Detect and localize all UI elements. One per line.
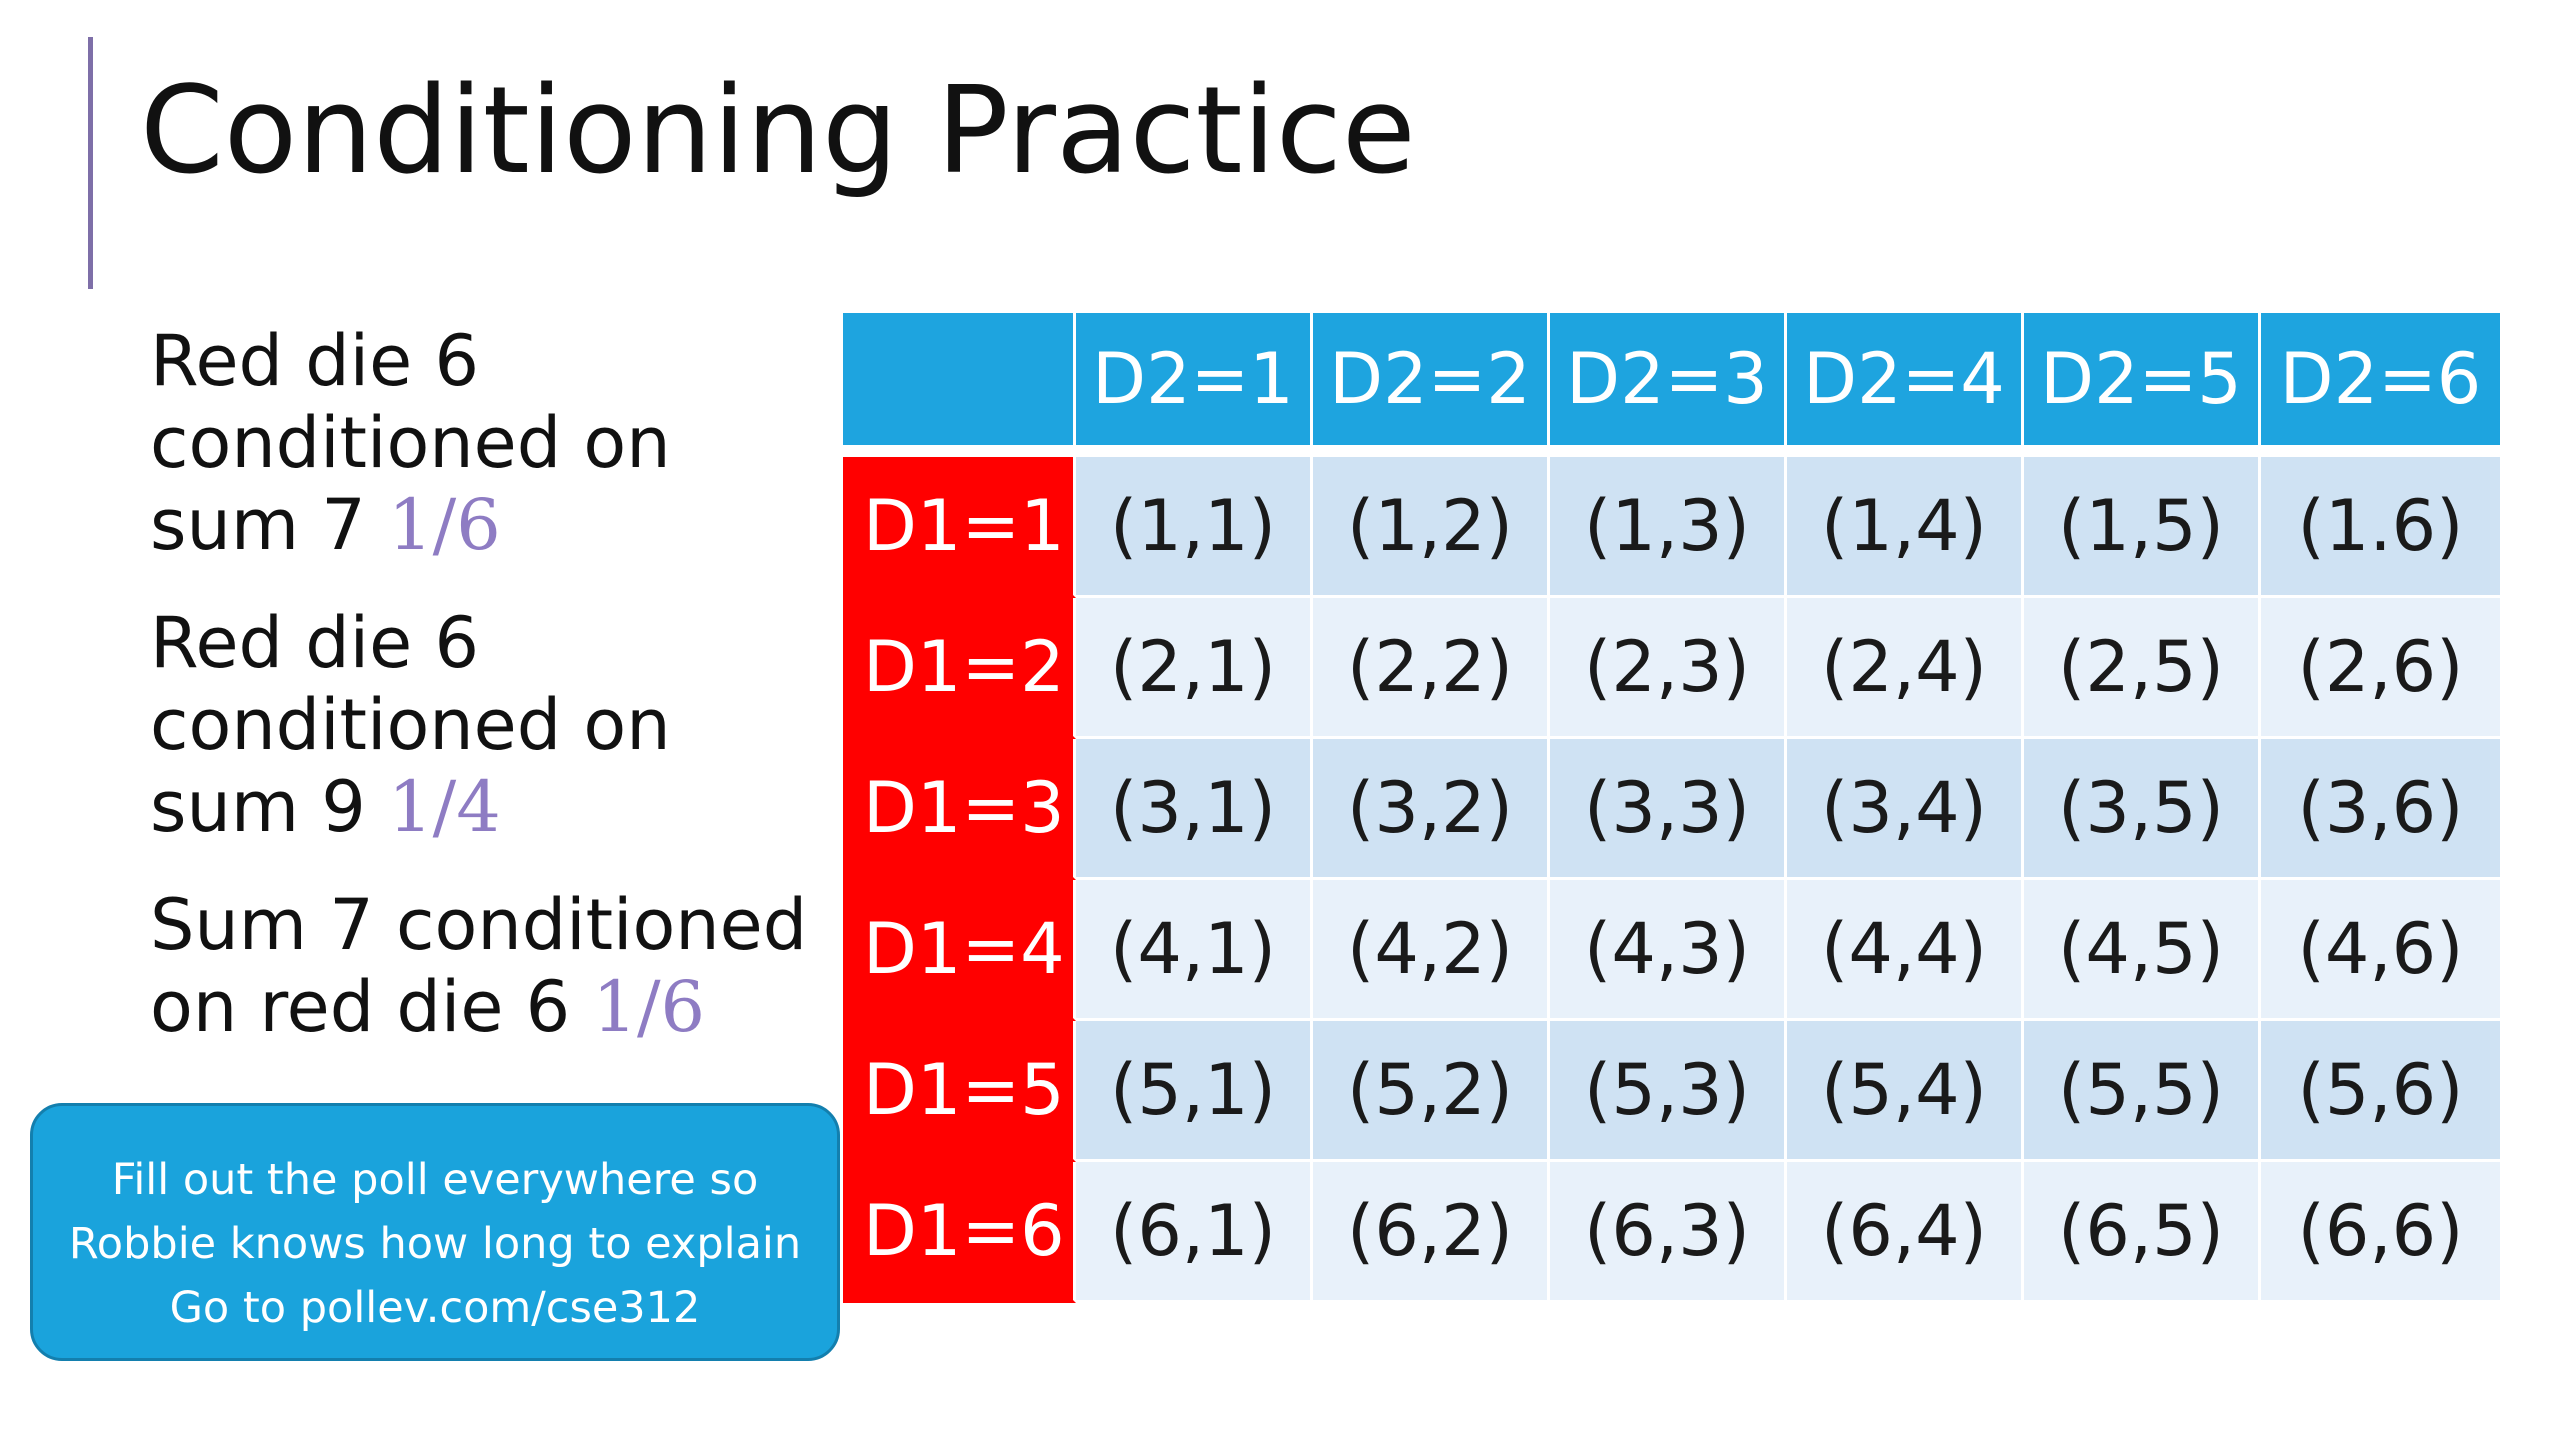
poll-callout: Fill out the poll everywhere so Robbie k… <box>30 1103 840 1361</box>
row-header: D1=4 <box>843 880 1076 1021</box>
column-header: D2=1 <box>1076 313 1313 457</box>
table-cell: (5,1) <box>1076 1021 1313 1162</box>
table-row: D1=5 (5,1) (5,2) (5,3) (5,4) (5,5) (5,6) <box>843 1021 2500 1162</box>
table-cell: (5,4) <box>1787 1021 2024 1162</box>
table-cell: (4,2) <box>1313 880 1550 1021</box>
note-text: Red die 6 conditioned on sum 9 <box>150 602 671 848</box>
practice-note: Sum 7 conditioned on red die 6 1/6 <box>150 884 810 1048</box>
dice-outcome-table: D2=1 D2=2 D2=3 D2=4 D2=5 D2=6 D1=1 (1,1)… <box>843 313 2500 1303</box>
practice-notes: Red die 6 conditioned on sum 7 1/6 Red d… <box>150 320 810 1084</box>
note-text: Red die 6 conditioned on sum 7 <box>150 320 671 566</box>
table-row: D1=1 (1,1) (1,2) (1,3) (1,4) (1,5) (1.6) <box>843 457 2500 598</box>
table-cell: (6,6) <box>2261 1162 2500 1303</box>
table-cell: (3,6) <box>2261 739 2500 880</box>
table-cell: (6,1) <box>1076 1162 1313 1303</box>
row-header: D1=1 <box>843 457 1076 598</box>
table-row: D1=3 (3,1) (3,2) (3,3) (3,4) (3,5) (3,6) <box>843 739 2500 880</box>
table-cell: (6,5) <box>2024 1162 2261 1303</box>
table-cell: (3,4) <box>1787 739 2024 880</box>
table-cell: (1.6) <box>2261 457 2500 598</box>
table-cell: (4,5) <box>2024 880 2261 1021</box>
table-cell: (5,3) <box>1550 1021 1787 1162</box>
table-cell: (3,1) <box>1076 739 1313 880</box>
title-accent-bar <box>88 37 93 289</box>
table-cell: (6,4) <box>1787 1162 2024 1303</box>
callout-line: Fill out the poll everywhere so <box>111 1155 759 1205</box>
table-cell: (2,3) <box>1550 598 1787 739</box>
table-cell: (1,3) <box>1550 457 1787 598</box>
row-header: D1=6 <box>843 1162 1076 1303</box>
table-cell: (1,1) <box>1076 457 1313 598</box>
table-cell: (2,6) <box>2261 598 2500 739</box>
callout-line: Go to pollev.com/cse312 <box>169 1283 701 1333</box>
table-cell: (1,4) <box>1787 457 2024 598</box>
row-header: D1=5 <box>843 1021 1076 1162</box>
practice-note: Red die 6 conditioned on sum 7 1/6 <box>150 320 810 566</box>
table-cell: (1,5) <box>2024 457 2261 598</box>
column-header: D2=3 <box>1550 313 1787 457</box>
table-row: D1=4 (4,1) (4,2) (4,3) (4,4) (4,5) (4,6) <box>843 880 2500 1021</box>
table-cell: (3,5) <box>2024 739 2261 880</box>
table-cell: (4,4) <box>1787 880 2024 1021</box>
practice-note: Red die 6 conditioned on sum 9 1/4 <box>150 602 810 848</box>
table-row: D1=6 (6,1) (6,2) (6,3) (6,4) (6,5) (6,6) <box>843 1162 2500 1303</box>
table-cell: (4,3) <box>1550 880 1787 1021</box>
table-cell: (2,1) <box>1076 598 1313 739</box>
slide-title: Conditioning Practice <box>140 62 1416 201</box>
column-header: D2=4 <box>1787 313 2024 457</box>
table-corner-cell <box>843 313 1076 457</box>
table-cell: (5,2) <box>1313 1021 1550 1162</box>
callout-line: Robbie knows how long to explain <box>68 1219 802 1269</box>
table-cell: (6,3) <box>1550 1162 1787 1303</box>
table-cell: (6,2) <box>1313 1162 1550 1303</box>
table-header-row: D2=1 D2=2 D2=3 D2=4 D2=5 D2=6 <box>843 313 2500 457</box>
column-header: D2=6 <box>2261 313 2500 457</box>
table-cell: (4,1) <box>1076 880 1313 1021</box>
column-header: D2=2 <box>1313 313 1550 457</box>
table-cell: (2,4) <box>1787 598 2024 739</box>
table-cell: (3,2) <box>1313 739 1550 880</box>
row-header: D1=2 <box>843 598 1076 739</box>
table-cell: (2,5) <box>2024 598 2261 739</box>
table-cell: (3,3) <box>1550 739 1787 880</box>
table-row: D1=2 (2,1) (2,2) (2,3) (2,4) (2,5) (2,6) <box>843 598 2500 739</box>
table-cell: (4,6) <box>2261 880 2500 1021</box>
column-header: D2=5 <box>2024 313 2261 457</box>
row-header: D1=3 <box>843 739 1076 880</box>
table-cell: (5,6) <box>2261 1021 2500 1162</box>
note-answer: 1/6 <box>592 966 706 1048</box>
table-cell: (2,2) <box>1313 598 1550 739</box>
note-answer: 1/6 <box>388 484 501 566</box>
table-cell: (1,2) <box>1313 457 1550 598</box>
poll-callout-text: Fill out the poll everywhere so Robbie k… <box>33 1148 837 1340</box>
note-text: Sum 7 conditioned on red die 6 <box>150 884 808 1048</box>
note-answer: 1/4 <box>388 766 501 848</box>
table-cell: (5,5) <box>2024 1021 2261 1162</box>
